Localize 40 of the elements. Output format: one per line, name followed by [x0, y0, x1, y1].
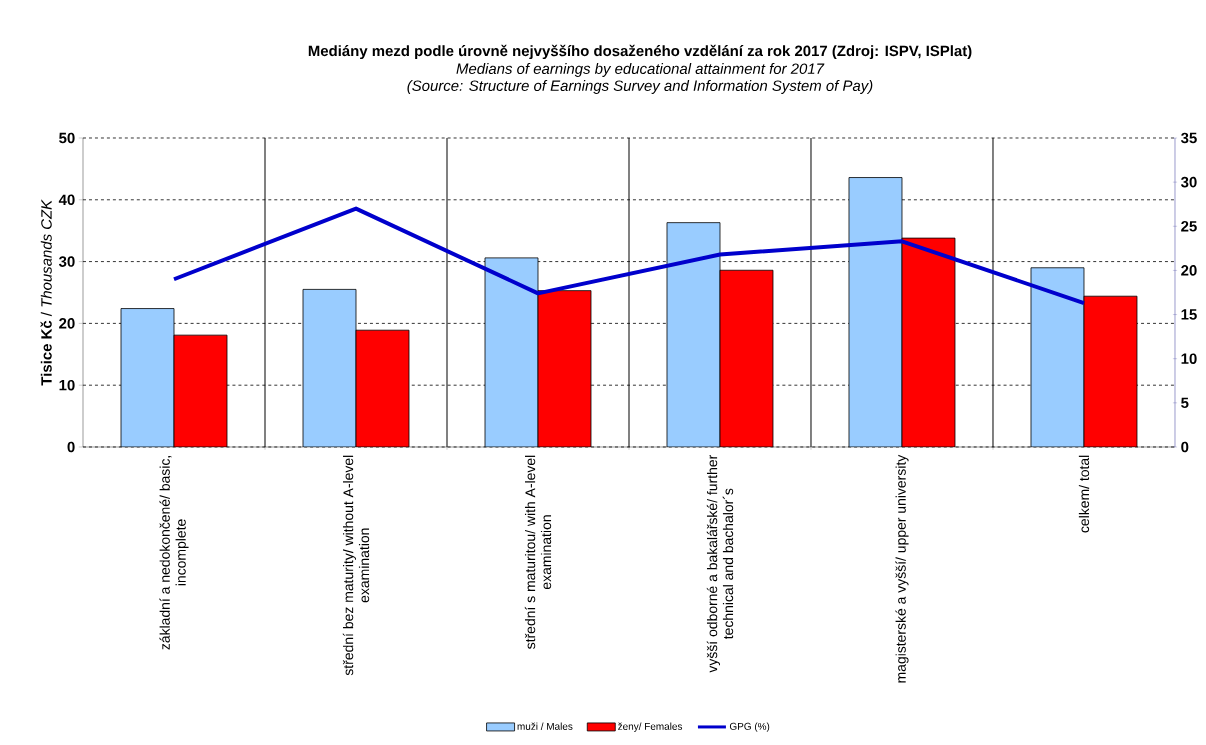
- bar: [120, 308, 175, 447]
- y-tick-label: 10: [59, 379, 75, 391]
- y2-tick-label: 25: [1181, 220, 1197, 232]
- line-series: [172, 206, 1086, 306]
- y2-tick-label: 0: [1181, 441, 1189, 453]
- bar: [537, 290, 592, 447]
- y2-tick-label: 30: [1180, 176, 1197, 188]
- y-tick-label: 20: [59, 318, 75, 329]
- legend-label: ženy/ Females: [618, 722, 683, 732]
- legend-label: GPG (%): [729, 722, 770, 732]
- x-tick-label: střední bez maturity/ without A-level examination: [342, 455, 370, 676]
- bar: [1030, 267, 1085, 447]
- y2-tick-label: 10: [1181, 353, 1197, 364]
- bar: [484, 257, 539, 447]
- bar: [302, 289, 357, 447]
- bar: [901, 237, 956, 447]
- bar: [355, 329, 410, 447]
- x-tick-label: vyšší odborné a bakalářské/ further technical and bachalor´s: [706, 455, 734, 673]
- chart-title: Mediány mezd podle úrovně nejvyššího dosaženého vzdělání za rok 2017 (Zdroj: ISPV, ISPlat): [308, 44, 972, 60]
- y-tick-label: 0: [67, 441, 75, 453]
- legend-label: muži / Males: [517, 722, 573, 730]
- y2-tick-label: 5: [1181, 397, 1189, 409]
- y2-tick-label: 35: [1180, 132, 1197, 144]
- bar: [848, 177, 903, 447]
- x-tick-label: magisterské a vyšší/ upper university: [895, 454, 909, 683]
- y-axis-title: Tisice Kč / Thousands CZK: [40, 199, 52, 386]
- bar: [1083, 295, 1138, 447]
- y-tick-label: 30: [58, 256, 75, 267]
- y-tick-label: 40: [58, 194, 75, 206]
- bar: [719, 269, 774, 447]
- x-tick-label: střední s maturitou/ with A-level examination: [524, 455, 552, 649]
- chart-subtitle: Medians of earnings by educational attainment for 2017: [456, 63, 825, 77]
- text: (Source: Structure of Earnings Survey and Information System of Pay): [407, 80, 873, 94]
- bar: [666, 222, 721, 447]
- y2-tick-label: 20: [1181, 265, 1197, 276]
- bar: [173, 334, 228, 447]
- x-tick-label: základní a nedokončené/ basic, incomplete: [159, 456, 189, 650]
- y-tick-label: 50: [59, 132, 75, 144]
- x-tick-label: celkem/ total: [1078, 455, 1090, 533]
- y2-tick-label: 15: [1181, 309, 1197, 320]
